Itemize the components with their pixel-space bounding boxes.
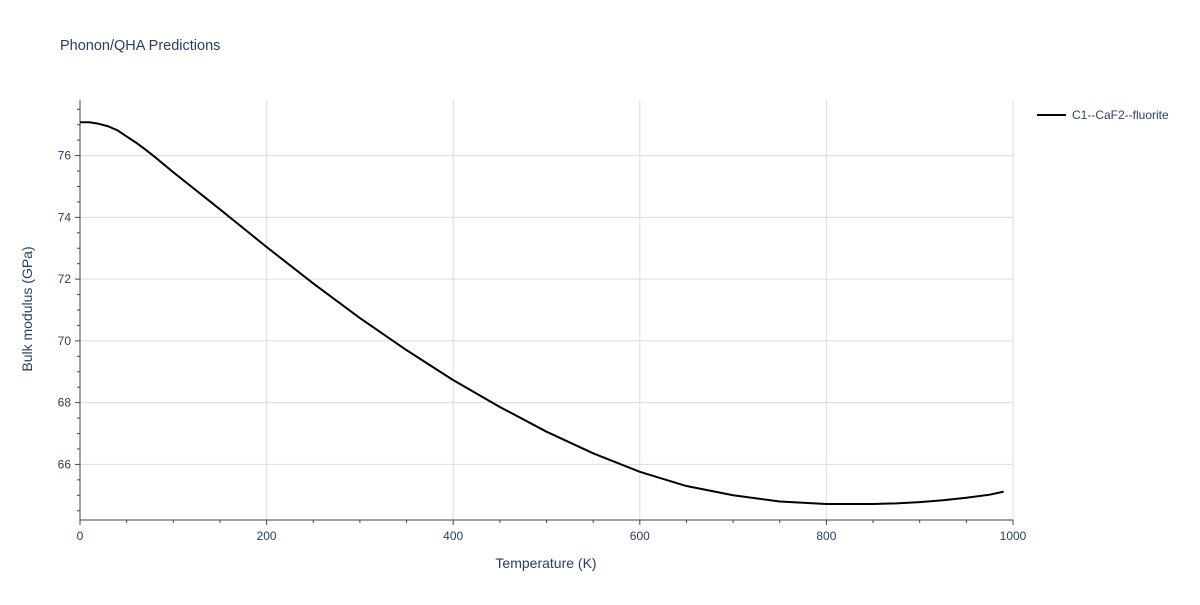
legend[interactable]: C1--CaF2--fluorite [1037,108,1169,122]
y-tick-label: 72 [58,272,72,286]
chart-title: Phonon/QHA Predictions [60,38,220,54]
y-tick-label: 74 [58,210,72,224]
x-tick-label: 0 [77,529,84,543]
y-tick-label: 76 [58,149,72,163]
y-tick-label: 70 [58,334,72,348]
x-tick-label: 800 [816,529,836,543]
y-axis-title: Bulk modulus (GPa) [19,246,35,371]
legend-label: C1--CaF2--fluorite [1072,108,1169,122]
y-tick-label: 66 [58,457,72,471]
plot-area [80,121,1004,505]
x-tick-label: 200 [257,529,277,543]
axes: 0 200 400 600 800 1000 66 68 70 72 74 76 [58,100,1027,543]
x-tick-label: 1000 [1000,529,1027,543]
grid [80,100,1014,520]
x-axis-title: Temperature (K) [495,555,596,571]
x-tick-label: 400 [443,529,463,543]
x-tick-label: 600 [630,529,650,543]
series-line [80,121,1004,505]
y-tick-label: 68 [58,396,72,410]
